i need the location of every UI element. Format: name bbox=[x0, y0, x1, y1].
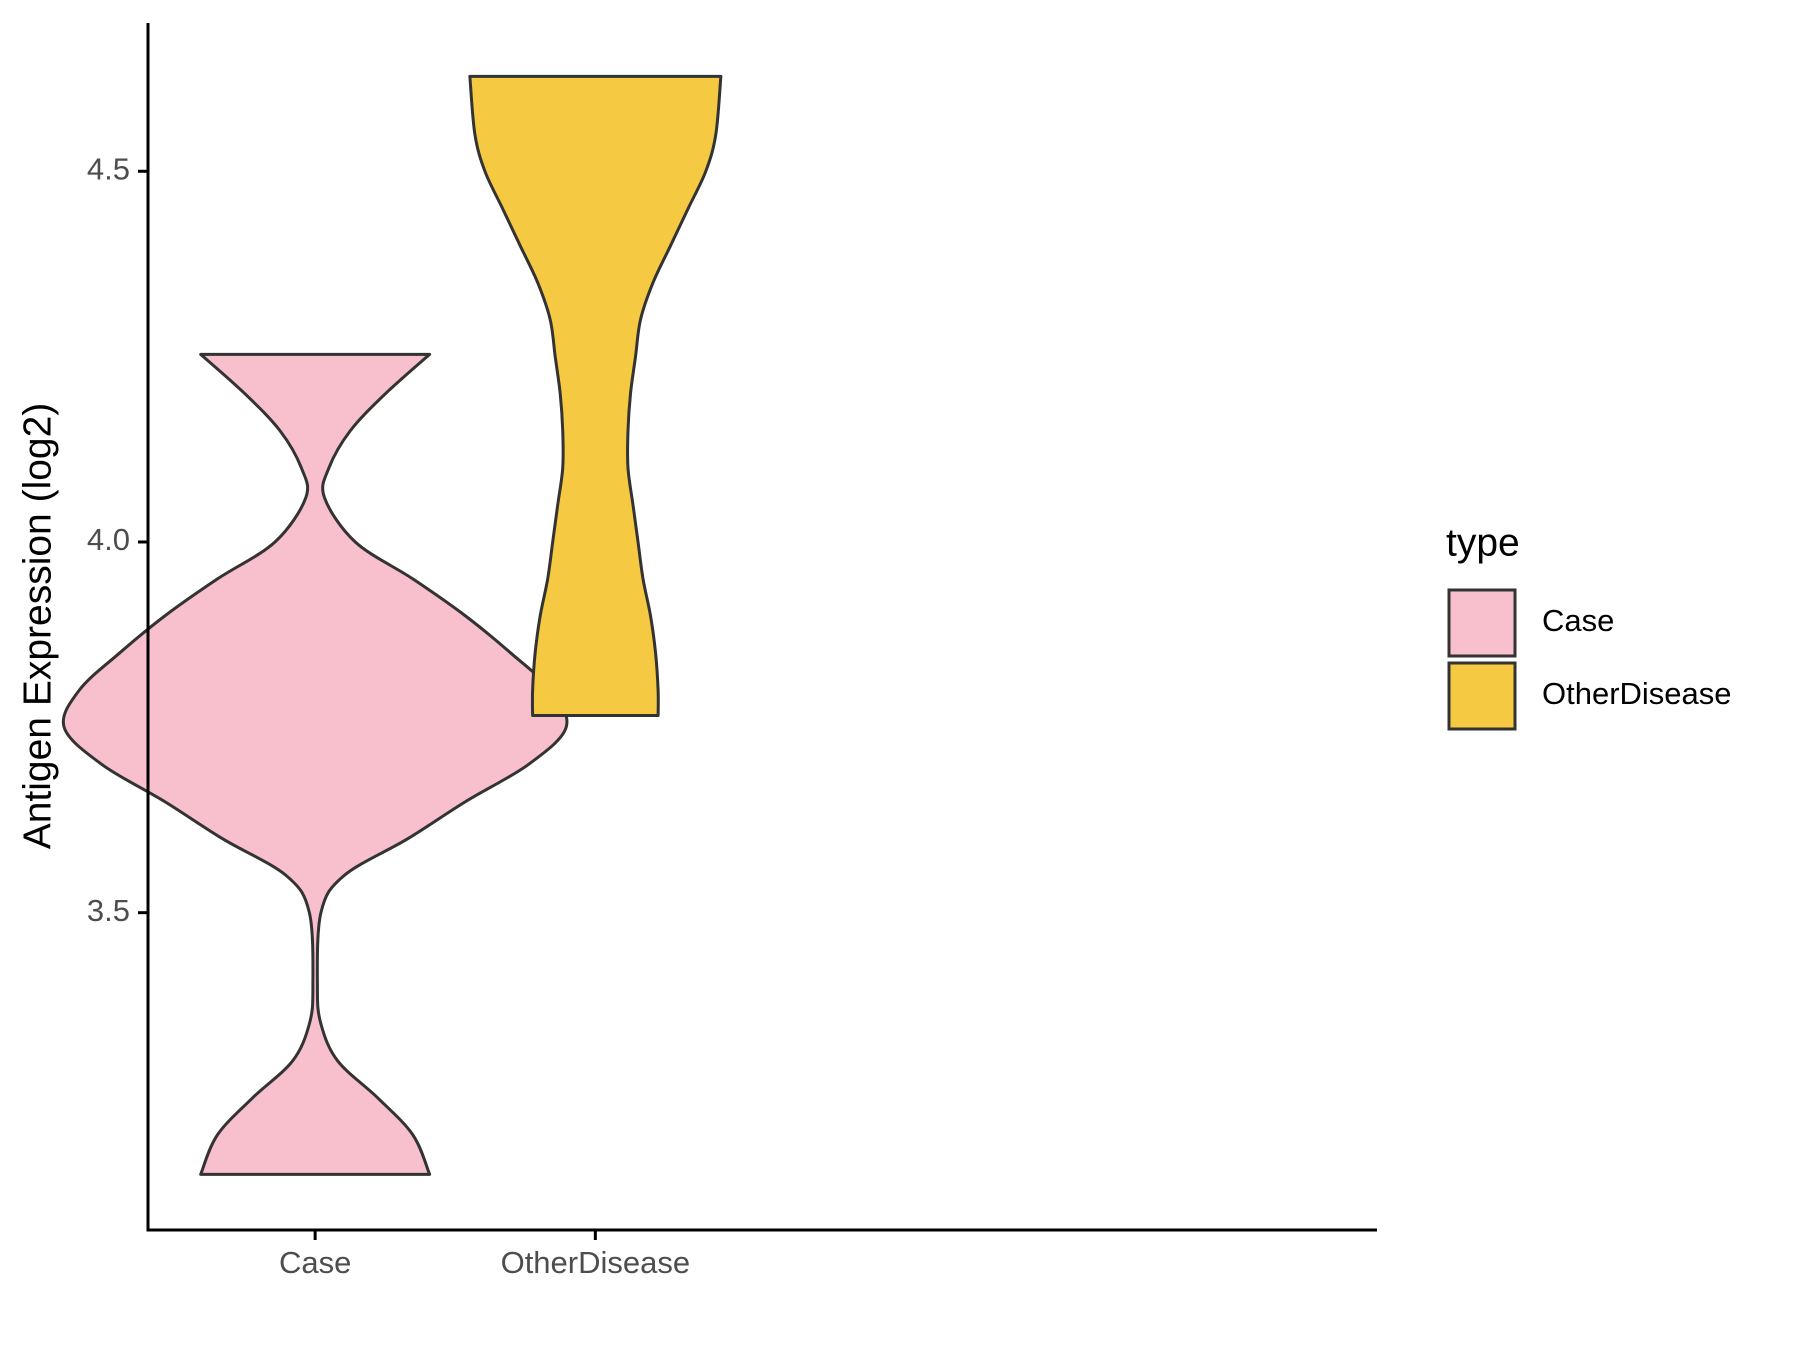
legend-key bbox=[1447, 661, 1517, 731]
violin bbox=[468, 74, 723, 717]
x-tick-label: Case bbox=[279, 1245, 351, 1280]
legend-label: Case bbox=[1542, 603, 1614, 638]
legend-label: OtherDisease bbox=[1542, 676, 1732, 711]
x-tick-label: OtherDisease bbox=[501, 1245, 691, 1280]
y-tick-label: 4.0 bbox=[87, 522, 130, 557]
legend-key bbox=[1447, 588, 1517, 658]
violin bbox=[61, 352, 569, 1176]
y-axis-title: Antigen Expression (log2) bbox=[16, 403, 59, 850]
y-tick-label: 4.5 bbox=[87, 151, 130, 186]
y-tick-label: 3.5 bbox=[87, 893, 130, 928]
legend-title: type bbox=[1446, 521, 1520, 564]
